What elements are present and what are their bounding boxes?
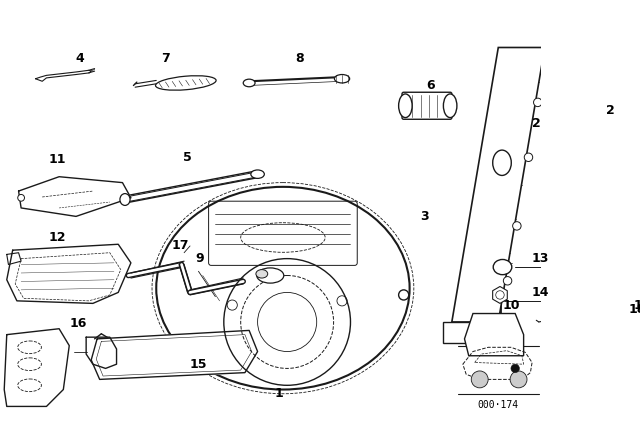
Polygon shape — [7, 244, 131, 303]
Circle shape — [511, 364, 520, 373]
Text: 2: 2 — [606, 104, 615, 117]
Text: 2: 2 — [532, 117, 541, 130]
Ellipse shape — [399, 290, 409, 300]
Text: 4: 4 — [76, 52, 84, 65]
Circle shape — [524, 153, 532, 161]
Text: 18: 18 — [633, 298, 640, 311]
Circle shape — [513, 222, 521, 230]
Text: 6: 6 — [426, 79, 435, 92]
Text: 14: 14 — [532, 286, 549, 299]
Text: 11: 11 — [49, 153, 66, 166]
Circle shape — [534, 98, 542, 107]
Ellipse shape — [256, 270, 268, 278]
Polygon shape — [452, 47, 545, 322]
Polygon shape — [465, 314, 524, 356]
Text: 10: 10 — [502, 298, 520, 311]
Text: 1: 1 — [275, 387, 283, 400]
Ellipse shape — [605, 302, 628, 316]
Ellipse shape — [156, 187, 410, 389]
Text: 15: 15 — [189, 358, 207, 370]
Text: 5: 5 — [183, 151, 192, 164]
Ellipse shape — [257, 268, 284, 283]
Ellipse shape — [251, 170, 264, 178]
Circle shape — [471, 371, 488, 388]
Ellipse shape — [399, 94, 412, 117]
Circle shape — [503, 276, 512, 285]
Ellipse shape — [493, 150, 511, 176]
Ellipse shape — [493, 259, 512, 275]
Polygon shape — [444, 322, 511, 343]
Polygon shape — [463, 347, 532, 379]
Ellipse shape — [18, 194, 24, 201]
FancyBboxPatch shape — [402, 92, 452, 119]
Polygon shape — [493, 287, 508, 303]
Polygon shape — [19, 177, 131, 216]
Text: 000·174: 000·174 — [477, 400, 519, 410]
Ellipse shape — [335, 74, 349, 83]
Circle shape — [510, 371, 527, 388]
Text: 18: 18 — [629, 303, 640, 316]
Text: 17: 17 — [171, 240, 189, 253]
Text: 3: 3 — [420, 210, 429, 223]
Ellipse shape — [444, 94, 457, 117]
Text: 8: 8 — [296, 52, 304, 65]
Polygon shape — [92, 331, 257, 379]
Text: 13: 13 — [532, 252, 549, 265]
Text: 12: 12 — [49, 231, 66, 244]
Polygon shape — [4, 329, 69, 406]
Text: 9: 9 — [196, 252, 204, 265]
Text: 16: 16 — [70, 317, 87, 330]
Polygon shape — [7, 253, 21, 264]
Ellipse shape — [243, 79, 255, 87]
Polygon shape — [86, 337, 116, 368]
Ellipse shape — [120, 194, 130, 206]
Text: 7: 7 — [161, 52, 170, 65]
Ellipse shape — [156, 76, 216, 90]
